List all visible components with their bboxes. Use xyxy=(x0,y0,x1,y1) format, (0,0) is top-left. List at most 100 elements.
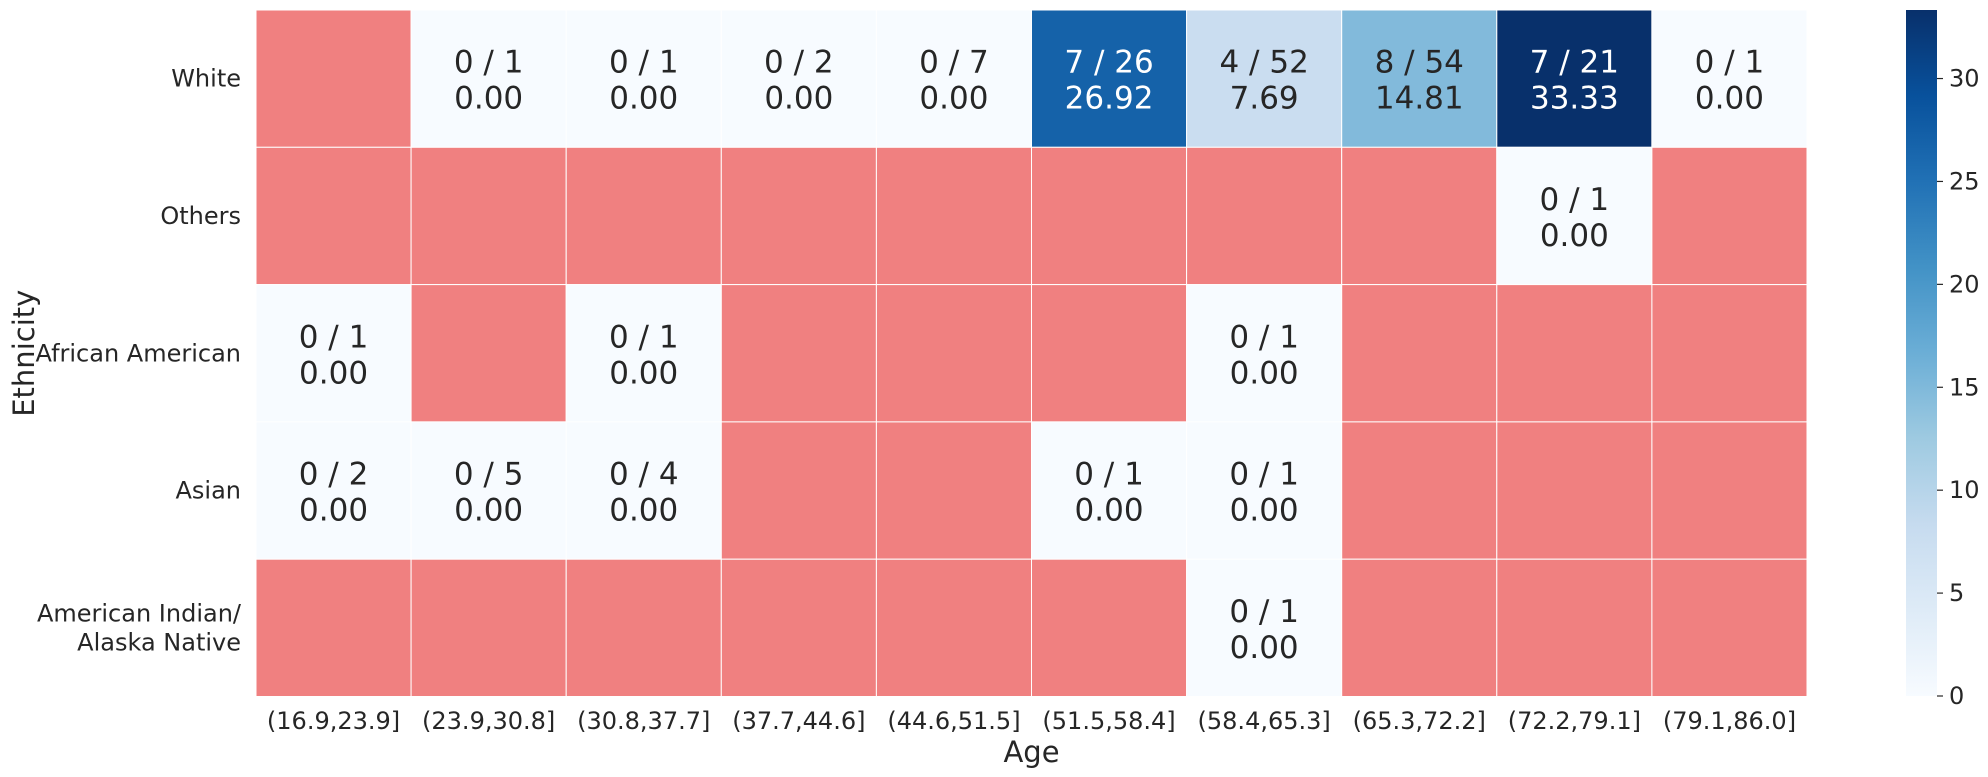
heatmap-cell-missing xyxy=(1031,284,1188,423)
cell-value-label: 0.00 xyxy=(1230,630,1299,666)
cell-value-label: 0.00 xyxy=(1695,81,1764,117)
heatmap-cell xyxy=(410,421,567,560)
cell-value-label: 0.00 xyxy=(454,493,523,529)
y-tick-label: Others xyxy=(160,202,241,230)
cell-value-label: 0.00 xyxy=(764,81,833,117)
cell-count-label: 0 / 1 xyxy=(1229,319,1299,355)
x-tick-label: (30.8,37.7] xyxy=(577,707,710,735)
heatmap-cell-missing xyxy=(875,284,1033,423)
heatmap-cell xyxy=(255,421,412,560)
cell-value-label: 0.00 xyxy=(1075,493,1144,529)
heatmap-cell-missing xyxy=(720,146,877,286)
heatmap-cell-missing xyxy=(565,146,722,286)
x-axis-title: Age xyxy=(1003,735,1059,769)
x-tick-label: (72.2,79.1] xyxy=(1508,707,1641,735)
x-tick-label: (23.9,30.8] xyxy=(422,707,555,735)
x-tick-label: (51.5,58.4] xyxy=(1042,707,1175,735)
cell-value-label: 0.00 xyxy=(609,81,678,117)
heatmap-cell-missing xyxy=(875,558,1033,698)
heatmap-cell-missing xyxy=(1341,421,1498,560)
heatmap-cell-missing xyxy=(1496,558,1653,698)
cell-count-label: 0 / 1 xyxy=(1229,457,1299,493)
colorbar-tick-label: 25 xyxy=(1949,167,1980,195)
heatmap-cell-missing xyxy=(565,558,722,698)
cell-count-label: 0 / 1 xyxy=(609,45,679,81)
colorbar-tick-label: 0 xyxy=(1949,682,1964,710)
cell-count-label: 7 / 21 xyxy=(1530,45,1619,81)
heatmap-cells: 0 / 10.000 / 10.000 / 20.000 / 70.007 / … xyxy=(255,9,1808,698)
colorbar-tick-label: 15 xyxy=(1949,373,1980,401)
x-axis-tick-labels: (16.9,23.9] (23.9,30.8] (30.8,37.7] (37.7,4… xyxy=(267,707,1796,735)
heatmap-cell-missing xyxy=(1651,146,1808,286)
heatmap-cell-missing xyxy=(875,421,1033,560)
cell-value-label: 0.00 xyxy=(299,355,368,391)
heatmap-cell xyxy=(1341,9,1498,148)
cell-value-label: 0.00 xyxy=(454,81,523,117)
cell-value-label: 0.00 xyxy=(919,81,988,117)
cell-value-label: 14.81 xyxy=(1375,81,1464,117)
heatmap-cell-missing xyxy=(1341,284,1498,423)
heatmap-cell xyxy=(565,9,722,148)
heatmap-cell-missing xyxy=(1651,421,1808,560)
cell-count-label: 0 / 1 xyxy=(454,45,524,81)
heatmap-cell-missing xyxy=(255,9,412,148)
y-axis-title: Ethnicity xyxy=(7,290,41,417)
heatmap-cell-missing xyxy=(255,146,412,286)
cell-value-label: 26.92 xyxy=(1065,81,1154,117)
cell-value-label: 33.33 xyxy=(1530,81,1619,117)
heatmap-cell-missing xyxy=(1341,146,1498,286)
cell-count-label: 0 / 4 xyxy=(609,457,679,493)
y-tick-label: American Indian/ xyxy=(37,599,242,627)
heatmap-cell xyxy=(1186,9,1343,148)
x-tick-label: (44.6,51.5] xyxy=(887,707,1020,735)
cell-value-label: 0.00 xyxy=(299,493,368,529)
heatmap-cell-missing xyxy=(1496,421,1653,560)
heatmap-cell xyxy=(565,421,722,560)
cell-count-label: 0 / 2 xyxy=(299,457,369,493)
y-tick-label: Alaska Native xyxy=(77,628,241,656)
colorbar-gradient xyxy=(1906,10,1937,696)
cell-count-label: 0 / 1 xyxy=(299,319,369,355)
x-tick-label: (37.7,44.6] xyxy=(732,707,865,735)
heatmap-cell-missing xyxy=(720,421,877,560)
cell-value-label: 0.00 xyxy=(609,355,678,391)
heatmap-cell-missing xyxy=(720,558,877,698)
y-tick-label: African American xyxy=(36,339,242,367)
heatmap-cell-missing xyxy=(410,146,567,286)
y-tick-label: Asian xyxy=(175,477,241,505)
x-tick-label: (16.9,23.9] xyxy=(267,707,400,735)
cell-count-label: 0 / 5 xyxy=(454,457,524,493)
heatmap-cell-missing xyxy=(1651,558,1808,698)
cell-count-label: 7 / 26 xyxy=(1064,45,1153,81)
colorbar-tick-label: 5 xyxy=(1949,579,1964,607)
heatmap-cell xyxy=(1186,284,1343,423)
x-tick-label: (79.1,86.0] xyxy=(1663,707,1796,735)
heatmap-cell xyxy=(1186,558,1343,698)
heatmap-cell xyxy=(410,9,567,148)
heatmap-cell-missing xyxy=(410,284,567,423)
cell-count-label: 0 / 2 xyxy=(764,45,834,81)
cell-count-label: 0 / 1 xyxy=(1540,182,1610,218)
cell-count-label: 4 / 52 xyxy=(1219,45,1308,81)
y-axis-tick-labels: White Others African American Asian American… xyxy=(36,65,242,657)
heatmap-cell-missing xyxy=(255,558,412,698)
heatmap-cell xyxy=(1496,146,1653,286)
heatmap-cell-missing xyxy=(1651,284,1808,423)
cell-value-label: 0.00 xyxy=(1230,355,1299,391)
cell-count-label: 0 / 1 xyxy=(1074,457,1144,493)
heatmap-cell xyxy=(875,9,1033,148)
colorbar: 0 5 10 15 20 25 30 xyxy=(1906,10,1980,710)
heatmap-cell-missing xyxy=(1031,558,1188,698)
heatmap-cell-missing xyxy=(720,284,877,423)
colorbar-tick-label: 10 xyxy=(1949,476,1980,504)
heatmap-cell-missing xyxy=(1031,146,1188,286)
heatmap-cell xyxy=(1186,421,1343,560)
heatmap-cell xyxy=(565,284,722,423)
heatmap-cell xyxy=(1031,9,1188,148)
cell-count-label: 0 / 1 xyxy=(1229,594,1299,630)
heatmap-cell-missing xyxy=(1341,558,1498,698)
cell-count-label: 0 / 1 xyxy=(1695,45,1765,81)
heatmap-cell-missing xyxy=(410,558,567,698)
cell-count-label: 0 / 1 xyxy=(609,319,679,355)
